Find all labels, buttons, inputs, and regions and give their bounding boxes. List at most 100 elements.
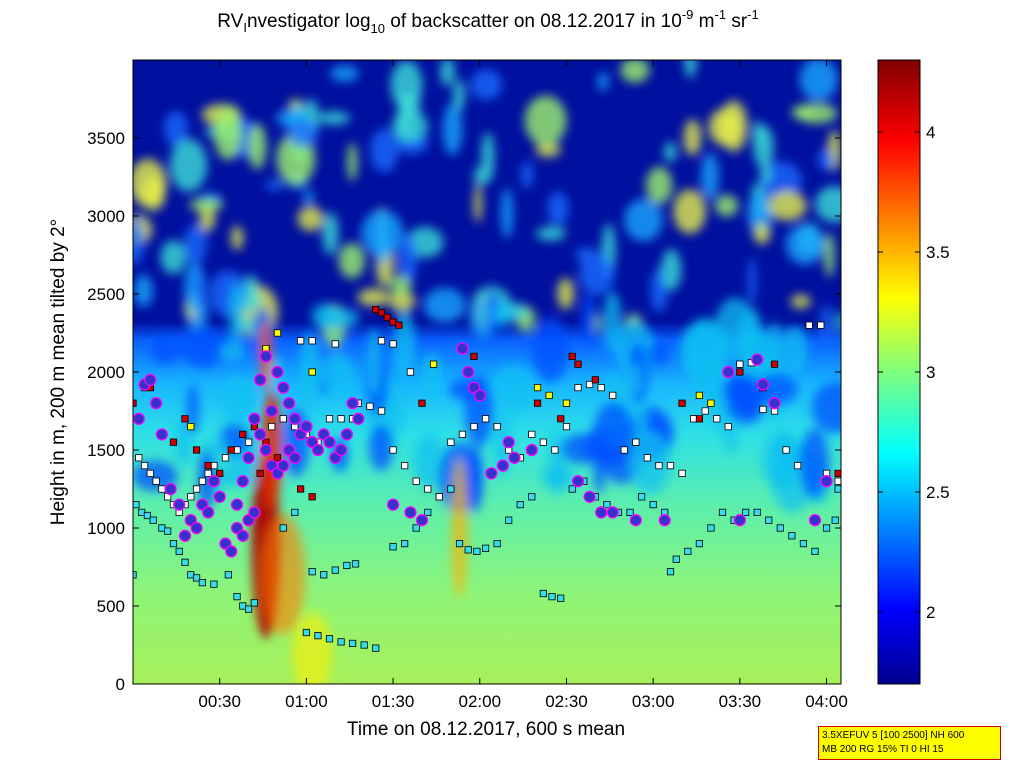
marker-blue-circle	[415, 514, 429, 527]
marker-blue-circle	[213, 490, 226, 503]
x-tick-label: 01:30	[372, 692, 415, 711]
y-tick-label: 2500	[87, 285, 125, 304]
x-axis-label: Time on 08.12.2017, 600 s mean	[347, 719, 625, 740]
heat-patch	[535, 142, 561, 158]
marker-cyan	[473, 547, 481, 556]
marker-white	[389, 446, 397, 454]
marker-cyan	[539, 589, 547, 598]
heat-patch	[747, 256, 757, 305]
x-tick-label: 01:00	[285, 692, 328, 711]
marker-blue-circle	[259, 350, 273, 363]
marker-blue-circle	[594, 506, 608, 519]
marker-cyan	[672, 555, 680, 563]
marker-red	[169, 438, 178, 446]
marker-cyan	[464, 546, 472, 554]
heat-patch	[796, 103, 838, 124]
marker-blue-circle	[525, 443, 538, 457]
marker-white	[539, 438, 547, 446]
marker-white	[377, 407, 386, 415]
heat-patch	[760, 165, 772, 184]
marker-white	[325, 415, 334, 423]
marker-white	[268, 422, 276, 431]
heat-patch	[465, 446, 484, 513]
marker-cyan	[528, 493, 536, 501]
marker-white	[308, 337, 316, 345]
heat-patch	[520, 161, 534, 189]
marker-blue-circle	[462, 365, 475, 379]
marker-red	[256, 469, 264, 478]
heat-patch	[648, 341, 669, 367]
marker-white	[782, 446, 790, 454]
heat-patch	[195, 267, 204, 312]
colorbar-axis: 2 2.5 3 3.5 4	[878, 123, 950, 622]
heat-patch	[524, 95, 567, 146]
marker-white	[435, 493, 443, 501]
heat-patch	[470, 69, 503, 101]
heat-patch	[799, 428, 830, 499]
marker-cyan	[181, 558, 189, 566]
marker-white	[470, 422, 478, 431]
marker-blue-circle	[259, 443, 273, 457]
marker-white	[666, 461, 675, 470]
heat-patch	[188, 198, 224, 212]
marker-red	[591, 376, 599, 384]
marker-white	[389, 340, 397, 348]
marker-white	[562, 422, 571, 431]
heat-patch	[673, 189, 706, 234]
marker-blue-circle	[629, 514, 642, 527]
marker-red	[377, 309, 386, 317]
heat-patch	[767, 321, 782, 366]
marker-cyan	[351, 560, 360, 568]
marker-blue-circle	[340, 428, 353, 441]
heat-patch	[421, 353, 443, 396]
marker-blue-circle	[808, 514, 822, 527]
heat-patch	[785, 224, 825, 265]
marker-cyan	[244, 605, 253, 613]
heat-patch	[593, 402, 635, 467]
heat-patch	[820, 304, 832, 344]
heat-patch	[597, 71, 609, 92]
marker-white	[574, 383, 582, 392]
marker-cyan	[649, 500, 657, 509]
heat-patch	[768, 190, 807, 221]
marker-cyan	[233, 593, 241, 601]
marker-cyan	[455, 540, 464, 548]
heat-patch	[712, 360, 730, 431]
marker-white	[406, 368, 415, 376]
heat-patch	[557, 277, 575, 310]
marker-blue-circle	[230, 498, 244, 511]
x-axis: 00:30 01:00 01:30 02:00 02:30 03:00 03:30 04:00	[198, 60, 848, 711]
marker-white	[244, 438, 253, 446]
heat-patch	[357, 288, 390, 307]
marker-blue-circle	[144, 373, 157, 386]
marker-cyan	[831, 516, 839, 524]
heat-patch	[367, 327, 381, 397]
marker-white	[481, 415, 490, 423]
marker-cyan	[707, 524, 715, 532]
marker-blue-circle	[768, 397, 781, 410]
marker-blue-circle	[248, 412, 261, 425]
chart-title: RVInvestigator log10 of backscatter on 0…	[217, 7, 758, 36]
marker-blue-circle	[346, 397, 359, 410]
marker-blue-circle	[300, 420, 313, 433]
heat-patch	[174, 419, 193, 467]
heat-patch	[205, 438, 229, 459]
heat-patch	[627, 363, 642, 397]
marker-white	[135, 454, 143, 462]
marker-blue-circle	[323, 436, 336, 449]
heat-patch	[535, 226, 566, 241]
marker-blue-circle	[254, 428, 267, 441]
marker-blue-circle	[201, 506, 215, 519]
heat-patch	[531, 316, 570, 383]
marker-cyan	[834, 485, 841, 493]
marker-red	[192, 446, 201, 454]
marker-cyan	[250, 599, 258, 607]
marker-blue-circle	[248, 506, 261, 519]
marker-white	[655, 461, 663, 470]
colorbar	[877, 59, 921, 685]
marker-white	[736, 360, 744, 368]
marker-blue-circle	[502, 436, 515, 449]
x-tick-label: 02:30	[545, 692, 588, 711]
marker-red	[568, 352, 576, 361]
